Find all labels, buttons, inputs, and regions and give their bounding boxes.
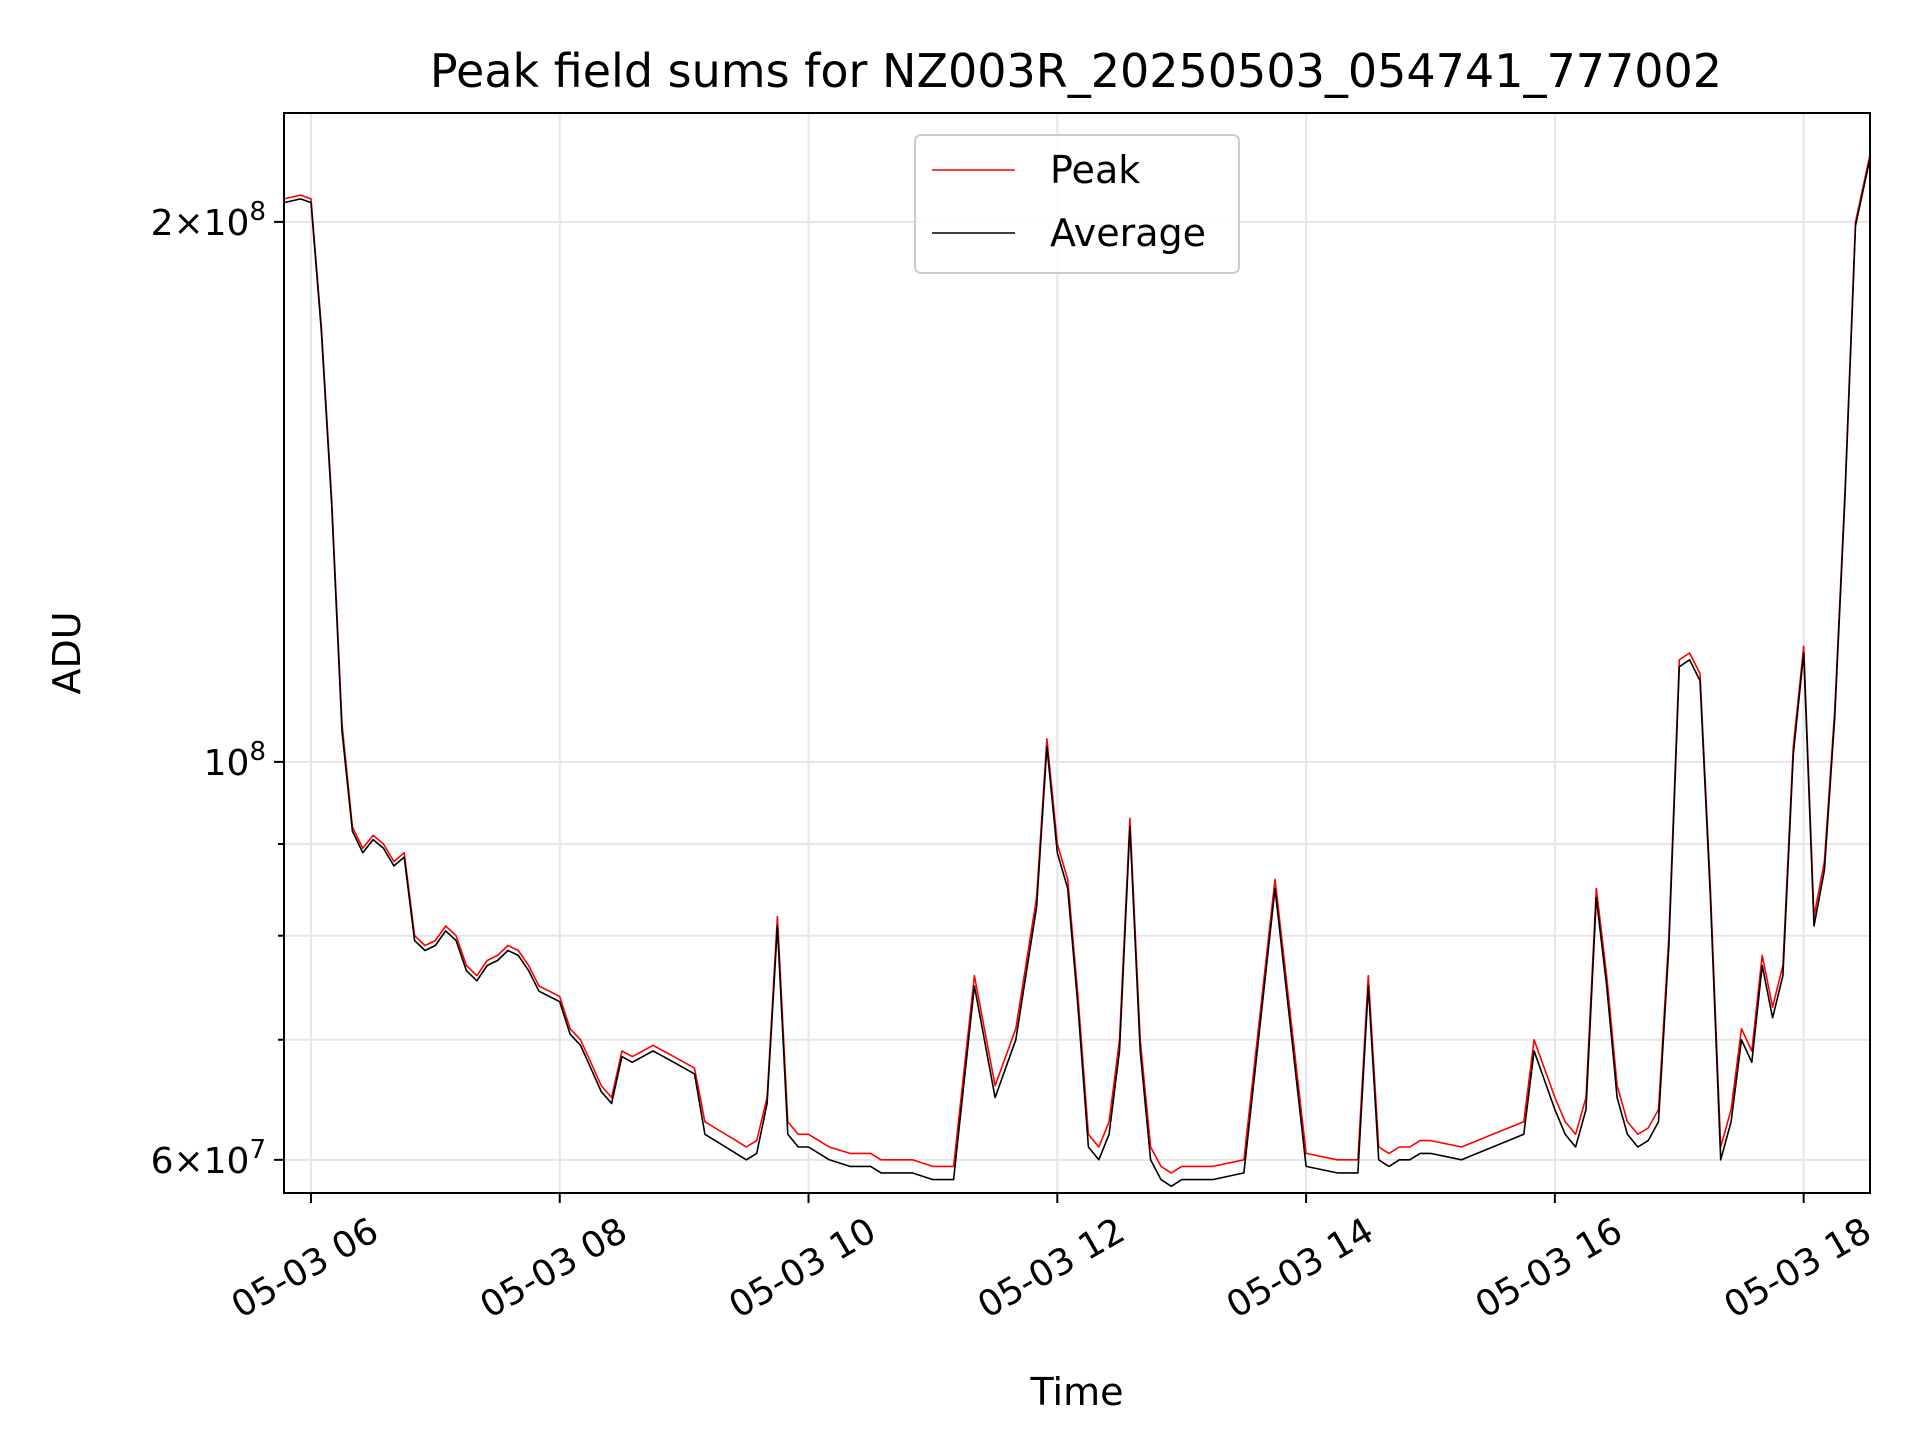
y-tick-exponent: 8: [249, 737, 266, 767]
chart-title: Peak field sums for NZ003R_20250503_0547…: [430, 44, 1722, 98]
y-tick-exponent: 8: [249, 197, 266, 227]
legend-label-peak: Peak: [1050, 148, 1140, 192]
y-axis-title: ADU: [45, 611, 89, 694]
legend: Peak Average: [915, 135, 1239, 273]
x-axis-title: Time: [1030, 1370, 1124, 1414]
legend-label-average: Average: [1050, 211, 1206, 255]
y-tick-label: 2×108: [151, 197, 266, 244]
y-tick-exponent: 7: [249, 1135, 266, 1165]
y-tick-label: 6×107: [151, 1135, 266, 1182]
